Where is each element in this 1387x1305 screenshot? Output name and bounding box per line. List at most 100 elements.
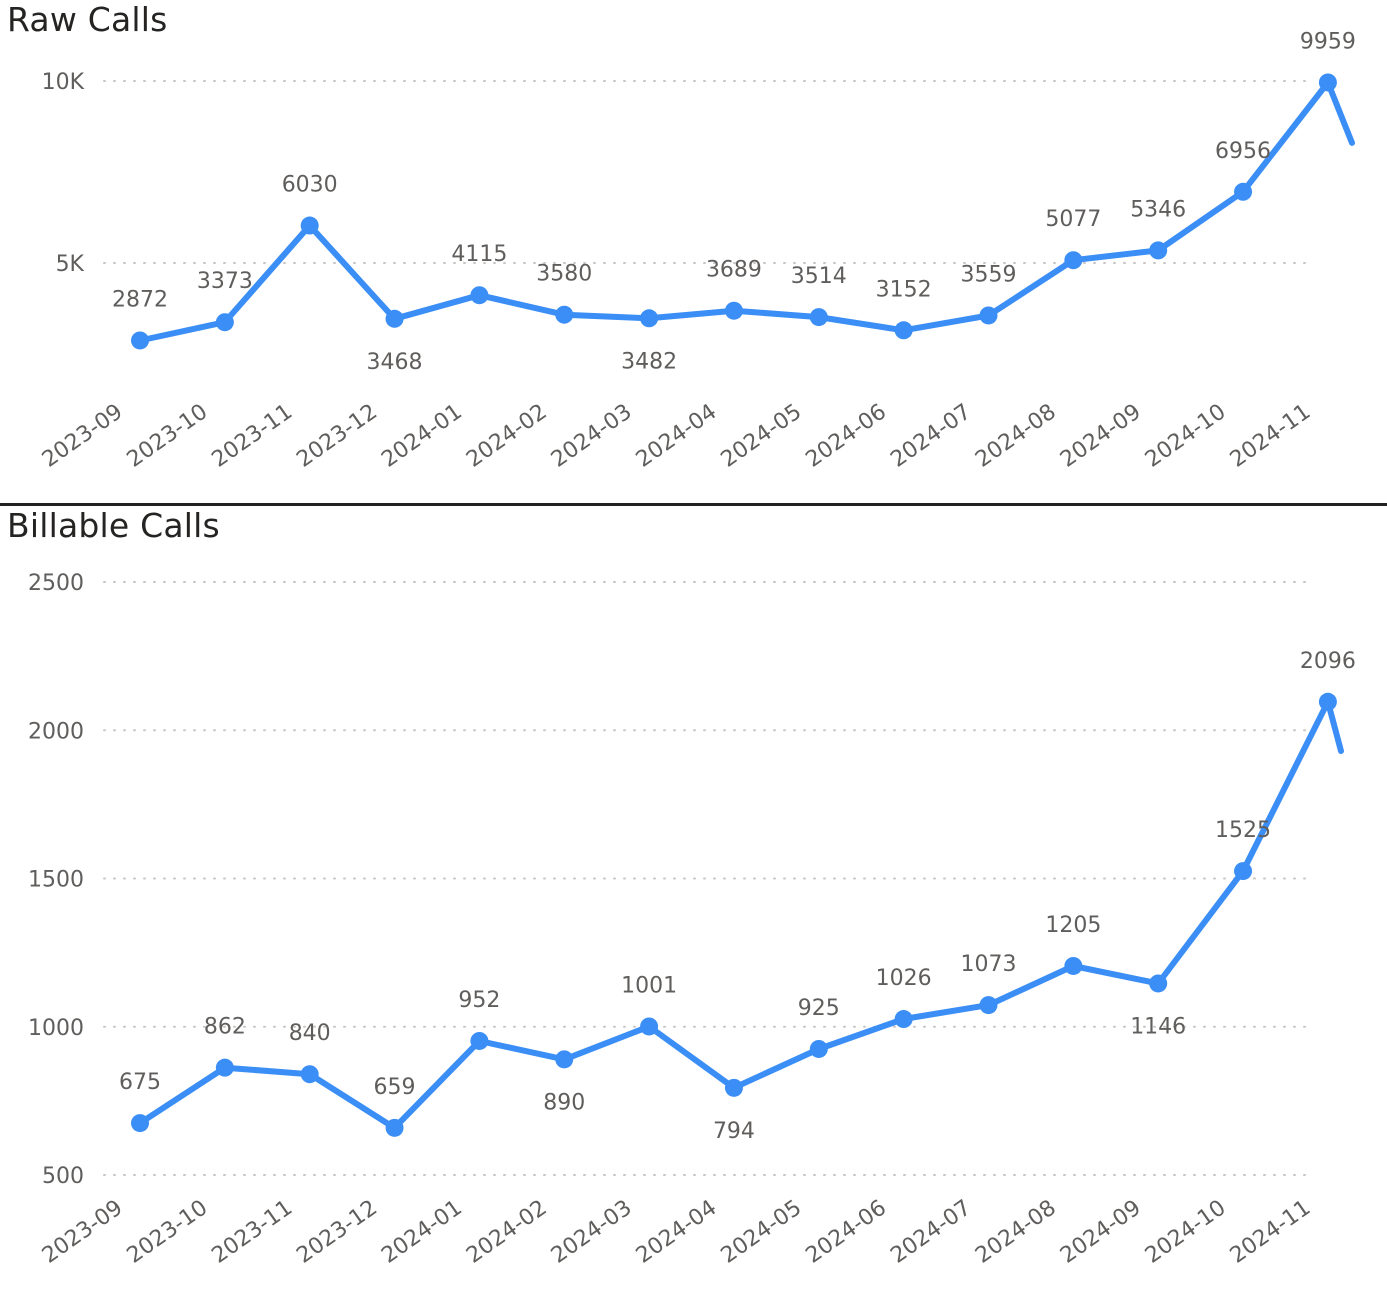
billable-x-tick-label: 2024-08 bbox=[971, 1195, 1061, 1268]
billable-x-tick-label: 2024-06 bbox=[801, 1195, 891, 1268]
billable-point[interactable] bbox=[555, 1050, 574, 1069]
billable-data-label: 659 bbox=[374, 1075, 416, 1100]
raw-data-label: 3468 bbox=[367, 350, 423, 375]
billable-data-label: 1026 bbox=[876, 966, 932, 991]
raw-y-tick-label: 5K bbox=[56, 252, 85, 277]
billable-x-tick-label: 2024-02 bbox=[462, 1195, 552, 1268]
raw-x-tick-label: 2023-09 bbox=[38, 399, 128, 472]
billable-y-tick-label: 2000 bbox=[28, 719, 84, 744]
raw-point[interactable] bbox=[1318, 73, 1337, 92]
raw-point[interactable] bbox=[131, 331, 149, 350]
billable-point[interactable] bbox=[131, 1114, 149, 1133]
raw-data-label: 3482 bbox=[621, 349, 677, 374]
billable-calls-title: Billable Calls bbox=[7, 506, 220, 545]
raw-point[interactable] bbox=[470, 286, 489, 305]
billable-point[interactable] bbox=[1318, 692, 1337, 711]
raw-calls-chart: 5K 10K 2872 3373 6030 3468 4115 3580 3482 3689 351… bbox=[38, 29, 1356, 472]
raw-data-label: 3580 bbox=[536, 262, 592, 287]
billable-y-tick-label: 1500 bbox=[28, 868, 84, 893]
billable-data-label: 890 bbox=[543, 1090, 585, 1115]
raw-data-label: 5346 bbox=[1130, 197, 1186, 222]
billable-point[interactable] bbox=[809, 1039, 828, 1058]
billable-point[interactable] bbox=[1064, 956, 1083, 975]
raw-point[interactable] bbox=[1064, 251, 1083, 270]
raw-point[interactable] bbox=[1149, 241, 1168, 260]
billable-x-tick-label: 2024-03 bbox=[547, 1195, 637, 1268]
billable-series-line bbox=[137, 698, 1344, 1131]
billable-x-tick-label: 2023-09 bbox=[38, 1195, 128, 1268]
raw-point[interactable] bbox=[1234, 182, 1253, 201]
raw-data-label: 6030 bbox=[282, 173, 338, 198]
raw-data-label: 2872 bbox=[112, 287, 168, 312]
billable-x-tick-label: 2024-11 bbox=[1226, 1195, 1316, 1268]
billable-x-tick-label: 2024-04 bbox=[632, 1195, 722, 1268]
billable-point[interactable] bbox=[300, 1065, 319, 1084]
billable-point[interactable] bbox=[385, 1118, 404, 1137]
billable-x-tick-label: 2023-12 bbox=[292, 1195, 382, 1268]
billable-data-label: 952 bbox=[458, 988, 500, 1013]
billable-point[interactable] bbox=[640, 1017, 659, 1036]
raw-data-label: 3689 bbox=[706, 258, 762, 283]
billable-calls-panel: Billable Calls 500 1000 1500 2000 2500 675 862… bbox=[0, 506, 1387, 1305]
raw-x-tick-label: 2024-04 bbox=[632, 399, 722, 472]
billable-point[interactable] bbox=[724, 1078, 743, 1097]
billable-data-label: 675 bbox=[119, 1070, 161, 1095]
raw-series-line bbox=[137, 79, 1355, 344]
billable-x-tick-label: 2023-10 bbox=[123, 1195, 213, 1268]
billable-x-tick-label: 2024-09 bbox=[1056, 1195, 1146, 1268]
billable-x-tick-label: 2024-07 bbox=[886, 1195, 976, 1268]
raw-x-tick-label: 2024-10 bbox=[1141, 399, 1231, 472]
billable-x-tick-label: 2024-10 bbox=[1141, 1195, 1231, 1268]
raw-point[interactable] bbox=[385, 309, 404, 328]
billable-data-label: 1525 bbox=[1215, 818, 1271, 843]
billable-x-tick-label: 2023-11 bbox=[208, 1195, 298, 1268]
billable-x-tick-label: 2024-05 bbox=[717, 1195, 807, 1268]
billable-point[interactable] bbox=[470, 1031, 489, 1050]
billable-point[interactable] bbox=[1149, 974, 1168, 993]
raw-x-tick-label: 2023-11 bbox=[208, 399, 298, 472]
billable-data-label: 840 bbox=[289, 1021, 331, 1046]
raw-data-label: 3152 bbox=[876, 277, 932, 302]
raw-x-tick-label: 2024-11 bbox=[1226, 399, 1316, 472]
raw-x-tick-label: 2024-06 bbox=[801, 399, 891, 472]
billable-data-label: 1001 bbox=[621, 973, 677, 998]
billable-data-label: 862 bbox=[204, 1015, 246, 1040]
raw-point[interactable] bbox=[640, 309, 659, 328]
billable-point[interactable] bbox=[1234, 862, 1253, 881]
raw-point[interactable] bbox=[215, 313, 234, 332]
raw-x-tick-label: 2024-01 bbox=[377, 399, 467, 472]
raw-calls-panel: Raw Calls 5K 10K 2872 3373 6030 3468 4115 3580 3… bbox=[0, 0, 1387, 503]
raw-calls-title: Raw Calls bbox=[7, 0, 168, 39]
raw-x-tick-label: 2023-10 bbox=[123, 399, 213, 472]
billable-data-label: 1205 bbox=[1045, 913, 1101, 938]
raw-data-label: 3559 bbox=[961, 262, 1017, 287]
billable-x-tick-label: 2024-01 bbox=[377, 1195, 467, 1268]
raw-data-label: 9959 bbox=[1300, 29, 1356, 54]
billable-y-tick-label: 2500 bbox=[28, 571, 84, 596]
billable-point[interactable] bbox=[215, 1058, 234, 1077]
billable-data-label: 1073 bbox=[961, 952, 1017, 977]
raw-point[interactable] bbox=[894, 321, 913, 340]
raw-x-tick-label: 2024-09 bbox=[1056, 399, 1146, 472]
raw-point[interactable] bbox=[724, 301, 743, 320]
raw-data-label: 3514 bbox=[791, 264, 847, 289]
billable-data-label: 925 bbox=[798, 996, 840, 1021]
billable-data-label: 2096 bbox=[1300, 649, 1356, 674]
raw-x-tick-label: 2024-03 bbox=[547, 399, 637, 472]
billable-y-tick-label: 1000 bbox=[28, 1016, 84, 1041]
raw-data-label: 3373 bbox=[197, 269, 253, 294]
billable-y-tick-label: 500 bbox=[42, 1164, 84, 1189]
raw-x-tick-label: 2024-08 bbox=[971, 399, 1061, 472]
raw-x-tick-label: 2024-05 bbox=[717, 399, 807, 472]
raw-point[interactable] bbox=[300, 216, 319, 235]
billable-calls-chart: 500 1000 1500 2000 2500 675 862 840 659 952 890 100… bbox=[28, 571, 1356, 1269]
raw-point[interactable] bbox=[809, 308, 828, 327]
raw-point[interactable] bbox=[555, 305, 574, 324]
raw-y-tick-label: 10K bbox=[42, 70, 85, 95]
billable-point[interactable] bbox=[894, 1010, 913, 1029]
raw-point[interactable] bbox=[979, 306, 998, 325]
raw-data-label: 5077 bbox=[1045, 207, 1101, 232]
billable-data-label: 1146 bbox=[1130, 1014, 1186, 1039]
billable-point[interactable] bbox=[979, 996, 998, 1015]
raw-x-tick-label: 2024-07 bbox=[886, 399, 976, 472]
